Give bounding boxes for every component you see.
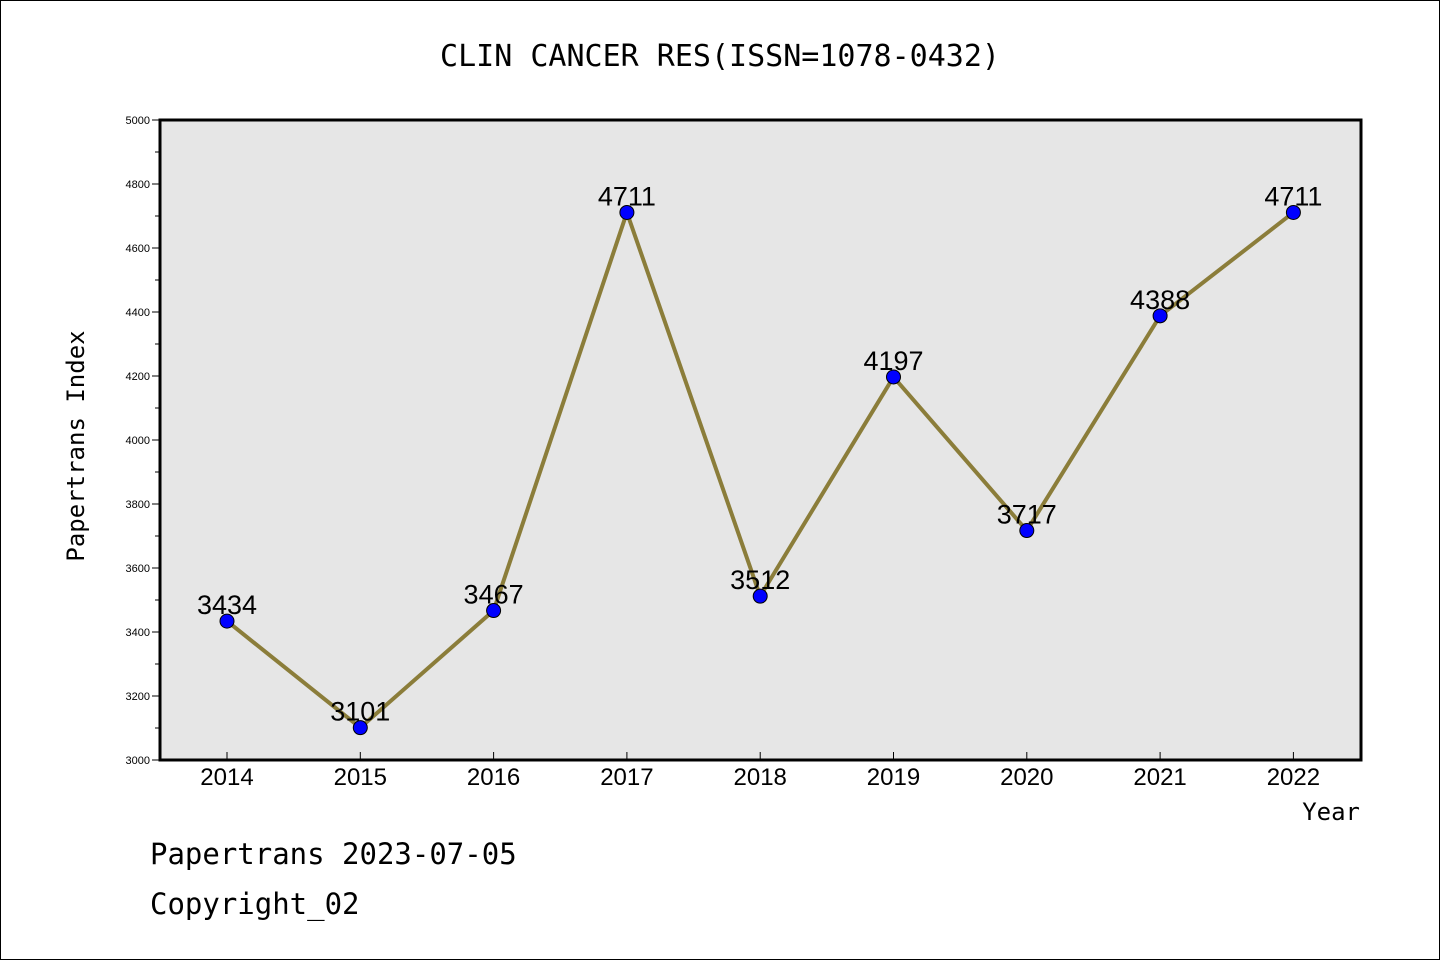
y-tick-label: 3000 xyxy=(126,755,150,767)
data-point-2018 xyxy=(752,588,768,604)
data-label-2020: 3717 xyxy=(997,500,1057,530)
y-tick-label: 3400 xyxy=(126,627,150,639)
data-point-2020 xyxy=(1019,523,1035,539)
data-point-2014 xyxy=(219,613,235,629)
y-tick-label: 4800 xyxy=(126,179,150,191)
data-point-2016 xyxy=(486,603,502,619)
x-axis-label: Year xyxy=(1302,798,1360,826)
y-tick-label: 4000 xyxy=(126,435,150,447)
data-points xyxy=(219,204,1301,736)
x-tick-label-2022: 2022 xyxy=(1267,764,1320,791)
chart-title: CLIN CANCER RES(ISSN=1078-0432) xyxy=(440,39,1000,74)
data-label-2015: 3101 xyxy=(330,697,390,727)
plot-area xyxy=(158,118,1363,762)
x-tick-label-2020: 2020 xyxy=(1000,764,1053,791)
data-point-2021 xyxy=(1152,308,1168,324)
data-label-2014: 3434 xyxy=(197,590,257,620)
x-tick-label-2017: 2017 xyxy=(600,764,653,791)
x-tick-label-2015: 2015 xyxy=(334,764,387,791)
y-tick-label: 5000 xyxy=(126,115,150,127)
data-labels: 3434 3101 3467 4711 3512 4197 3717 4388 4711 xyxy=(197,181,1322,726)
data-label-2022: 4711 xyxy=(1264,181,1322,211)
x-tick-label-2014: 2014 xyxy=(200,764,253,791)
data-label-2018: 3512 xyxy=(730,565,790,595)
y-tick-label: 3200 xyxy=(126,691,150,703)
x-tick-label-2016: 2016 xyxy=(467,764,520,791)
y-axis: 3000 3200 3400 3600 3800 4000 4200 4400 4600 4800… xyxy=(126,115,160,767)
data-label-2019: 4197 xyxy=(863,346,923,376)
data-label-2017: 4711 xyxy=(598,181,656,211)
y-tick-label: 4200 xyxy=(126,371,150,383)
y-tick-label: 4400 xyxy=(126,307,150,319)
footer-date: Papertrans 2023-07-05 xyxy=(150,837,517,871)
x-tick-label-2021: 2021 xyxy=(1133,764,1186,791)
y-tick-label: 4600 xyxy=(126,243,150,255)
data-point-2017 xyxy=(619,204,635,220)
x-axis: 2014 2015 2016 2017 2018 2019 2020 2021 2022 xyxy=(200,752,1320,791)
data-point-2022 xyxy=(1285,204,1301,220)
y-axis-label: Papertrans Index xyxy=(62,330,90,561)
data-label-2021: 4388 xyxy=(1130,285,1190,315)
footer-copyright: Copyright_02 xyxy=(150,887,360,922)
y-tick-label: 3600 xyxy=(126,563,150,575)
data-point-2019 xyxy=(886,369,901,385)
x-tick-label-2019: 2019 xyxy=(867,764,920,791)
data-point-2015 xyxy=(352,720,368,736)
x-tick-label-2018: 2018 xyxy=(734,764,787,791)
y-tick-label: 3800 xyxy=(126,499,150,511)
data-label-2016: 3467 xyxy=(464,580,524,610)
